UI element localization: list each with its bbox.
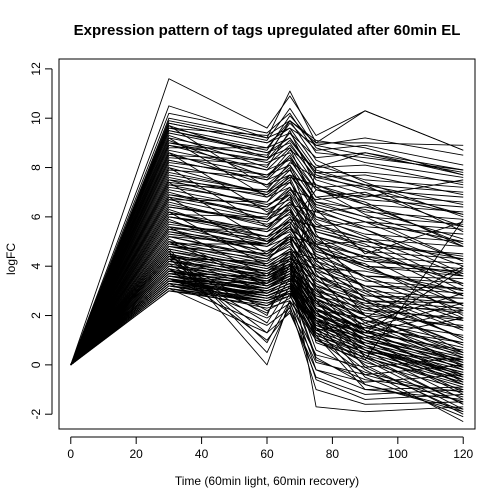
x-axis-label: Time (60min light, 60min recovery) [175, 474, 359, 488]
series-line-86 [70, 260, 464, 366]
series-line-155 [70, 268, 464, 366]
series-line-146 [70, 218, 464, 366]
y-axis-label: logFC [4, 243, 18, 275]
y-tick-label: 12 [29, 62, 43, 76]
x-tick-label: 60 [260, 447, 274, 461]
y-tick-label: 6 [29, 213, 43, 220]
series-line-108 [70, 149, 464, 366]
series-line-128 [70, 149, 464, 366]
series-line-140 [70, 253, 464, 400]
series-line-115 [70, 125, 464, 366]
y-tick-label: 8 [29, 164, 43, 171]
series-line-139 [70, 258, 464, 390]
series-line-4 [70, 107, 464, 366]
series-line-2 [70, 90, 464, 366]
series-line-147 [70, 211, 464, 366]
y-axis: -2 0 2 4 6 8 10 12 [29, 62, 53, 420]
series-line-19 [70, 201, 464, 366]
x-tick-label: 100 [388, 447, 408, 461]
series-group [70, 78, 464, 422]
series-line-150 [70, 174, 464, 366]
series-line-156 [70, 263, 464, 366]
series-line-132 [70, 204, 464, 366]
x-tick-label: 120 [453, 447, 473, 461]
series-line-17 [70, 191, 464, 366]
x-tick-label: 40 [195, 447, 209, 461]
series-line-151 [70, 157, 464, 366]
series-line-88 [70, 290, 464, 390]
y-tick-label: -2 [29, 409, 43, 420]
series-line-127 [70, 132, 464, 366]
x-axis: 0 20 40 60 80 100 120 [67, 436, 474, 461]
series-line-112 [70, 127, 464, 366]
series-line-157 [70, 258, 464, 366]
x-tick-label: 0 [67, 447, 74, 461]
series-line-153 [70, 278, 464, 366]
series-line-163 [70, 278, 464, 366]
series-line-158 [70, 248, 464, 366]
x-tick-label: 80 [326, 447, 340, 461]
x-tick-label: 20 [130, 447, 144, 461]
series-line-149 [70, 189, 464, 366]
series-line-154 [70, 273, 464, 366]
series-line-118 [70, 167, 464, 383]
y-tick-label: 0 [29, 361, 43, 368]
series-line-9 [70, 139, 464, 366]
series-line-126 [70, 122, 464, 366]
series-line-114 [70, 117, 464, 366]
series-line-148 [70, 201, 464, 366]
series-line-161 [70, 287, 464, 366]
y-tick-label: 2 [29, 312, 43, 319]
chart-title: Expression pattern of tags upregulated a… [74, 22, 461, 39]
series-line-152 [70, 139, 464, 366]
series-line-8 [70, 130, 464, 366]
series-line-62 [70, 144, 464, 366]
plot-frame [58, 58, 476, 430]
series-line-104 [70, 172, 464, 366]
series-line-159 [70, 238, 464, 366]
series-line-119 [70, 181, 464, 395]
series-line-3 [70, 112, 464, 366]
series-line-162 [70, 283, 464, 366]
y-tick-label: 10 [29, 111, 43, 125]
series-line-160 [70, 228, 464, 366]
series-line-125 [70, 115, 464, 366]
series-line-101 [70, 189, 464, 366]
series-line-129 [70, 162, 464, 366]
series-line-145 [70, 226, 464, 366]
y-tick-label: 4 [29, 263, 43, 270]
series-line-141 [70, 248, 464, 405]
